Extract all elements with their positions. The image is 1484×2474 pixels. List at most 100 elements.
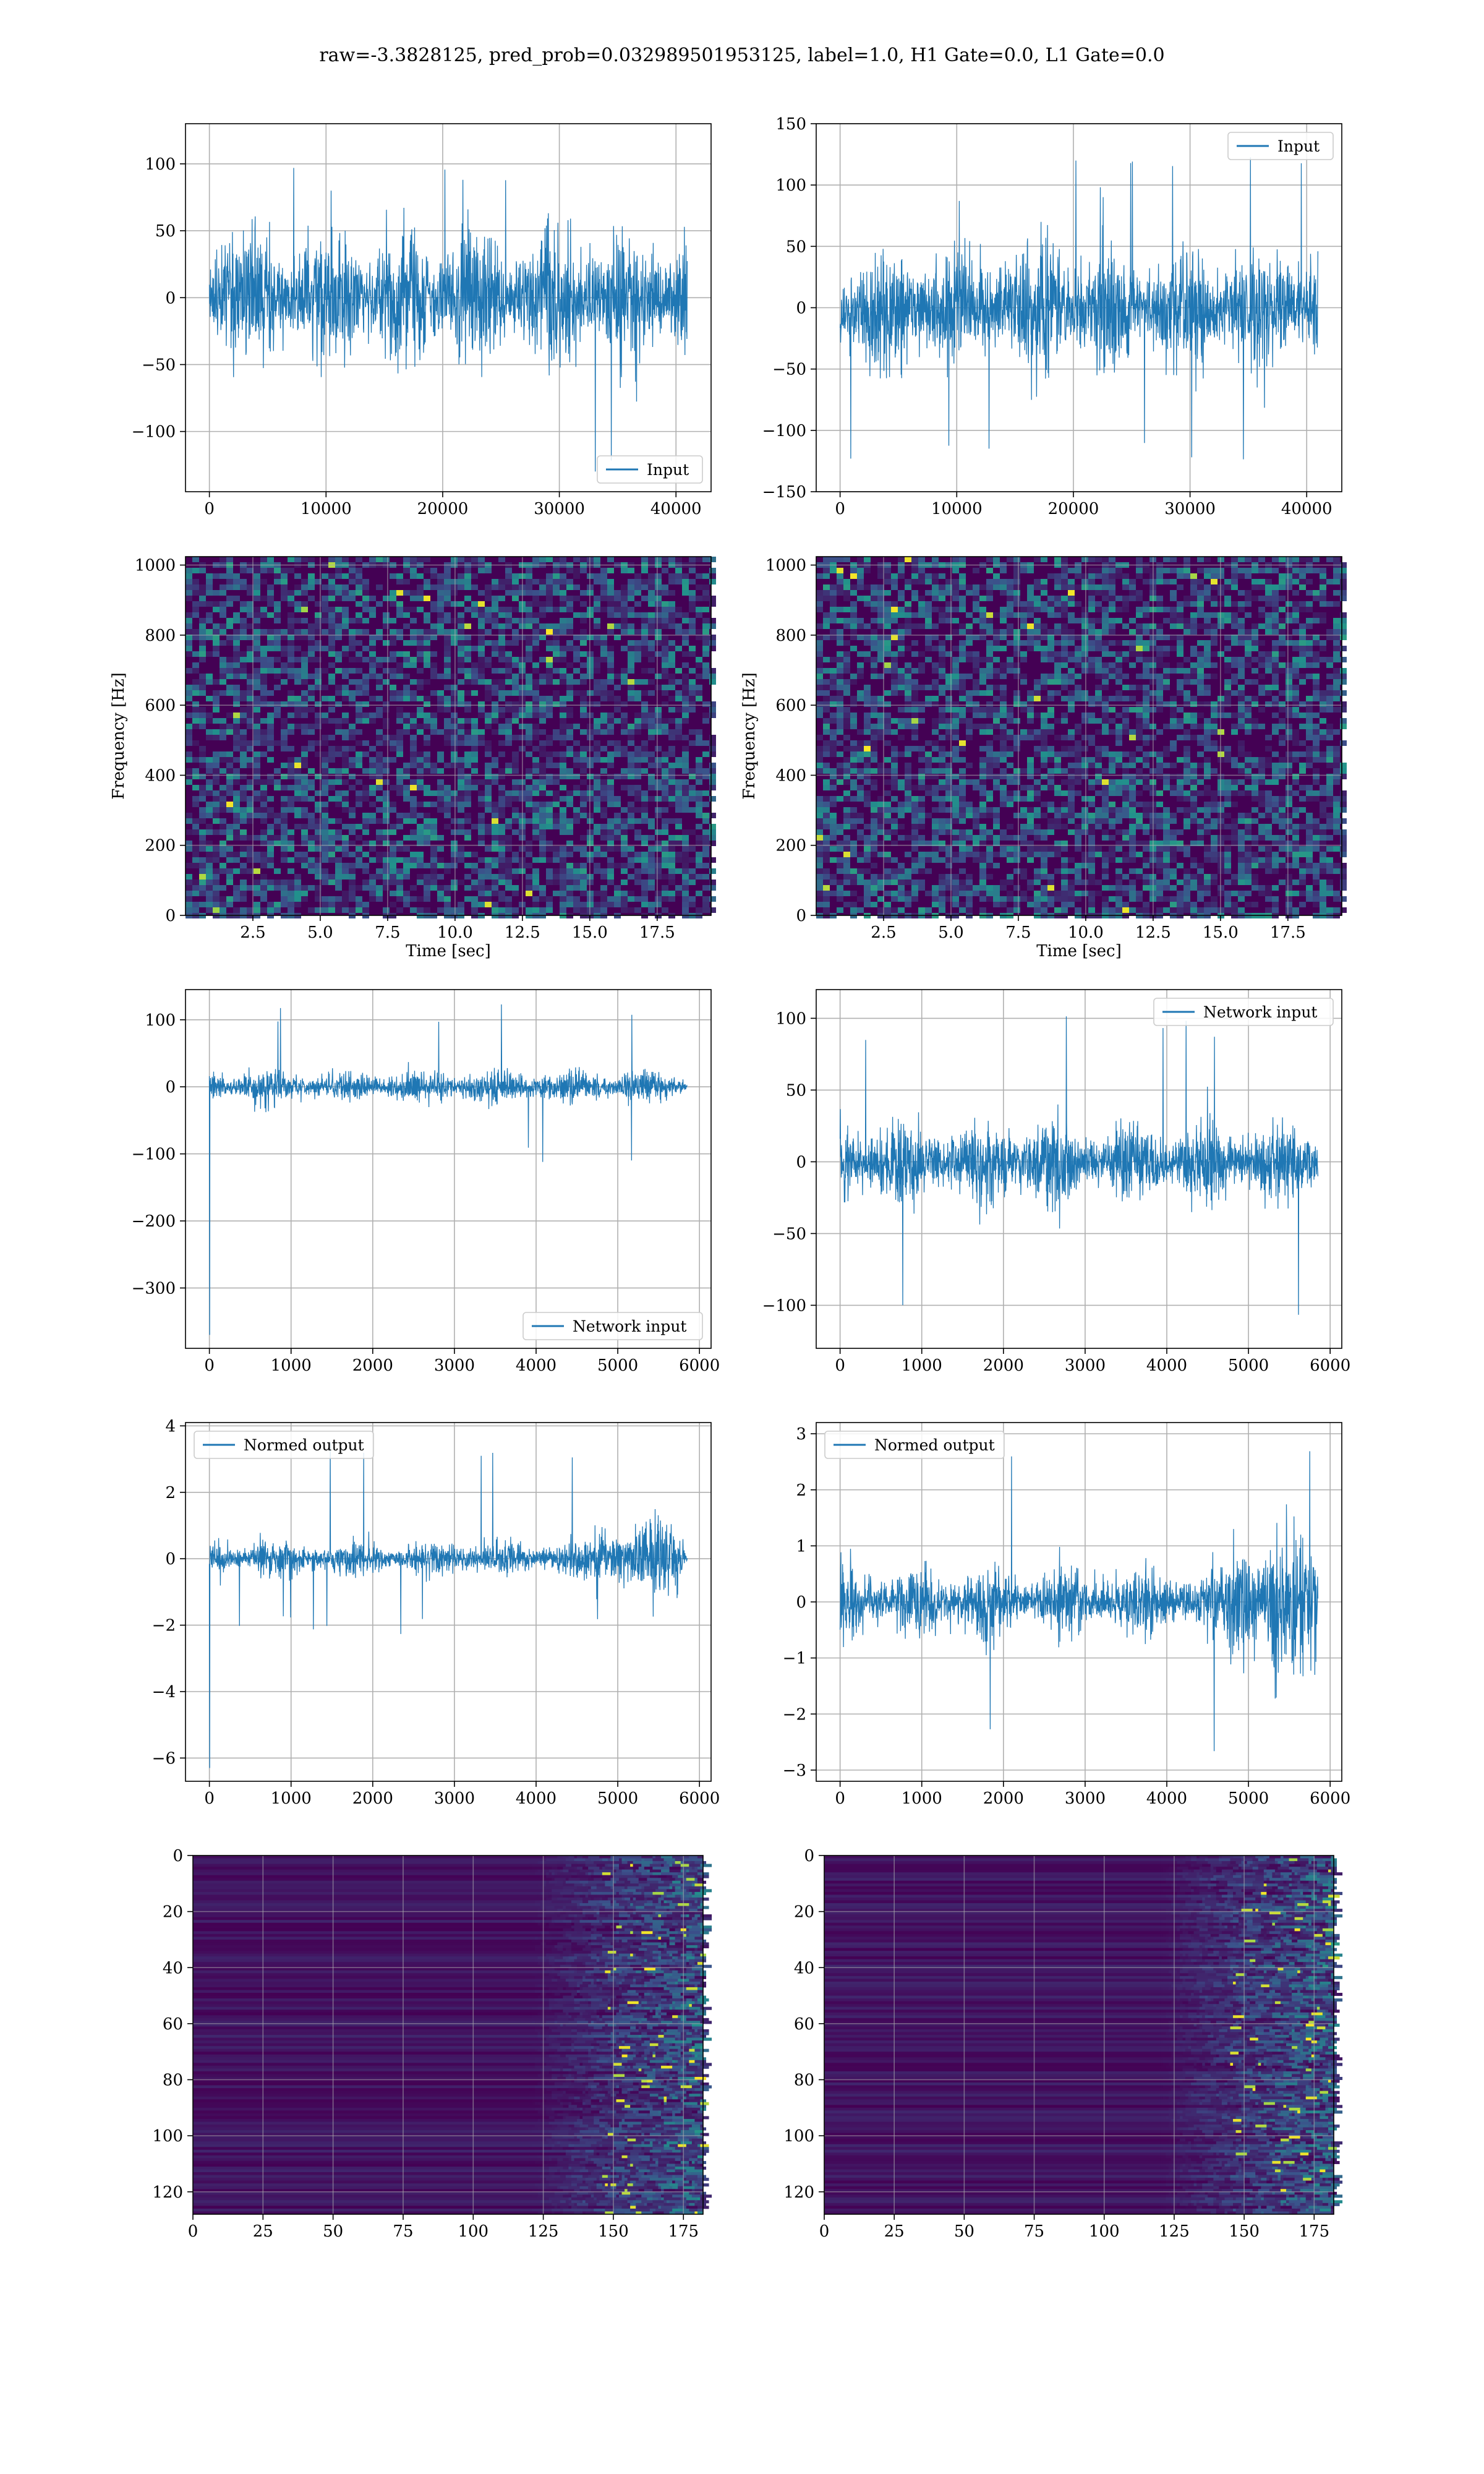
heatmap-cell: [702, 607, 709, 612]
heatmap-cell: [1238, 662, 1245, 668]
heatmap-cell: [403, 785, 410, 790]
heatmap-cell: [1272, 662, 1279, 668]
heatmap-cell: [560, 657, 566, 662]
heatmap-cell: [369, 785, 376, 790]
heatmap-cell: [1177, 623, 1183, 629]
heatmap-cell: [362, 674, 369, 679]
heatmap-cell: [1041, 713, 1047, 718]
heatmap-cell: [485, 785, 492, 790]
x-tick-label: 10000: [301, 500, 352, 518]
heatmap-cell: [1088, 718, 1095, 724]
heatmap-cell: [553, 690, 560, 696]
heatmap-cell: [993, 718, 1000, 724]
heatmap-cell: [546, 696, 553, 701]
heatmap-cell: [458, 724, 464, 729]
heatmap-cell: [192, 601, 199, 607]
heatmap-cell: [485, 629, 492, 635]
heatmap-cell: [464, 674, 471, 679]
heatmap-cell: [512, 674, 519, 679]
heatmap-cell: [1333, 685, 1340, 690]
heatmap-cell: [621, 896, 628, 902]
heatmap-cell: [376, 779, 383, 785]
heatmap-cell: [403, 590, 410, 596]
heatmap-cell: [689, 690, 696, 696]
heatmap-cell: [560, 696, 566, 701]
heatmap-cell: [430, 718, 437, 724]
heatmap-cell: [566, 846, 573, 852]
heatmap-cell: [871, 657, 877, 662]
heatmap-cell: [614, 601, 621, 607]
heatmap-cell: [1081, 646, 1088, 651]
heatmap-cell: [485, 685, 492, 690]
heatmap-cell: [945, 651, 952, 657]
heatmap-cell: [478, 651, 485, 657]
heatmap-cell: [830, 584, 837, 590]
heatmap-cell: [526, 707, 532, 713]
heatmap-cell: [220, 785, 226, 790]
heatmap-cell: [1115, 735, 1122, 740]
heatmap-cell: [376, 751, 383, 757]
heatmap-cell: [682, 846, 689, 852]
heatmap-cell: [1333, 629, 1340, 635]
heatmap-cell: [281, 896, 288, 902]
heatmap-cell: [566, 607, 573, 612]
heatmap-cell: [1231, 568, 1238, 573]
heatmap-cell: [192, 668, 199, 674]
heatmap-cell: [335, 768, 342, 774]
heatmap-cell: [396, 707, 403, 713]
heatmap-cell: [966, 657, 973, 662]
heatmap-cell: [478, 868, 485, 874]
heatmap-cell: [1292, 607, 1299, 612]
heatmap-cell: [220, 790, 226, 796]
heatmap-cell: [526, 612, 532, 618]
heatmap-cell: [308, 724, 315, 729]
heatmap-cell: [1340, 590, 1347, 596]
heatmap-cell: [1034, 601, 1041, 607]
heatmap-cell: [1224, 618, 1231, 623]
heatmap-cell: [430, 651, 437, 657]
heatmap-cell: [322, 735, 328, 740]
heatmap-cell: [199, 584, 206, 590]
heatmap-cell: [226, 774, 233, 779]
heatmap-cell: [505, 835, 512, 841]
heatmap-cell: [444, 790, 451, 796]
heatmap-cell: [648, 713, 655, 718]
heatmap-cell: [648, 868, 655, 874]
heatmap-cell: [1313, 662, 1320, 668]
heatmap-cell: [1081, 696, 1088, 701]
heatmap-cell: [213, 751, 220, 757]
heatmap-cell: [1313, 557, 1320, 562]
heatmap-cell: [342, 896, 349, 902]
heatmap-cell: [328, 662, 335, 668]
heatmap-cell: [823, 724, 830, 729]
heatmap-cell: [410, 568, 417, 573]
heatmap-cell: [356, 835, 362, 841]
heatmap-cell: [1204, 651, 1211, 657]
heatmap-cell: [675, 696, 682, 701]
heatmap-cell: [1088, 629, 1095, 635]
heatmap-cell: [621, 629, 628, 635]
heatmap-cell: [335, 724, 342, 729]
heatmap-cell: [1286, 690, 1292, 696]
heatmap-cell: [580, 779, 587, 785]
heatmap-cell: [662, 557, 668, 562]
heatmap-cell: [1313, 696, 1320, 701]
heatmap-cell: [498, 646, 505, 651]
heatmap-cell: [662, 718, 668, 724]
heatmap-cell: [199, 635, 206, 640]
heatmap-cell: [254, 790, 260, 796]
heatmap-cell: [464, 579, 471, 584]
heatmap-cell: [628, 735, 634, 740]
heatmap-cell: [1047, 729, 1054, 735]
heatmap-cell: [539, 829, 546, 835]
heatmap-cell: [1224, 646, 1231, 651]
heatmap-cell: [696, 813, 702, 818]
heatmap-cell: [444, 813, 451, 818]
heatmap-cell: [369, 746, 376, 751]
heatmap-cell: [532, 907, 539, 913]
heatmap-cell: [911, 696, 918, 701]
heatmap-cell: [213, 696, 220, 701]
heatmap-cell: [662, 674, 668, 679]
heatmap-cell: [464, 829, 471, 835]
heatmap-cell: [539, 790, 546, 796]
